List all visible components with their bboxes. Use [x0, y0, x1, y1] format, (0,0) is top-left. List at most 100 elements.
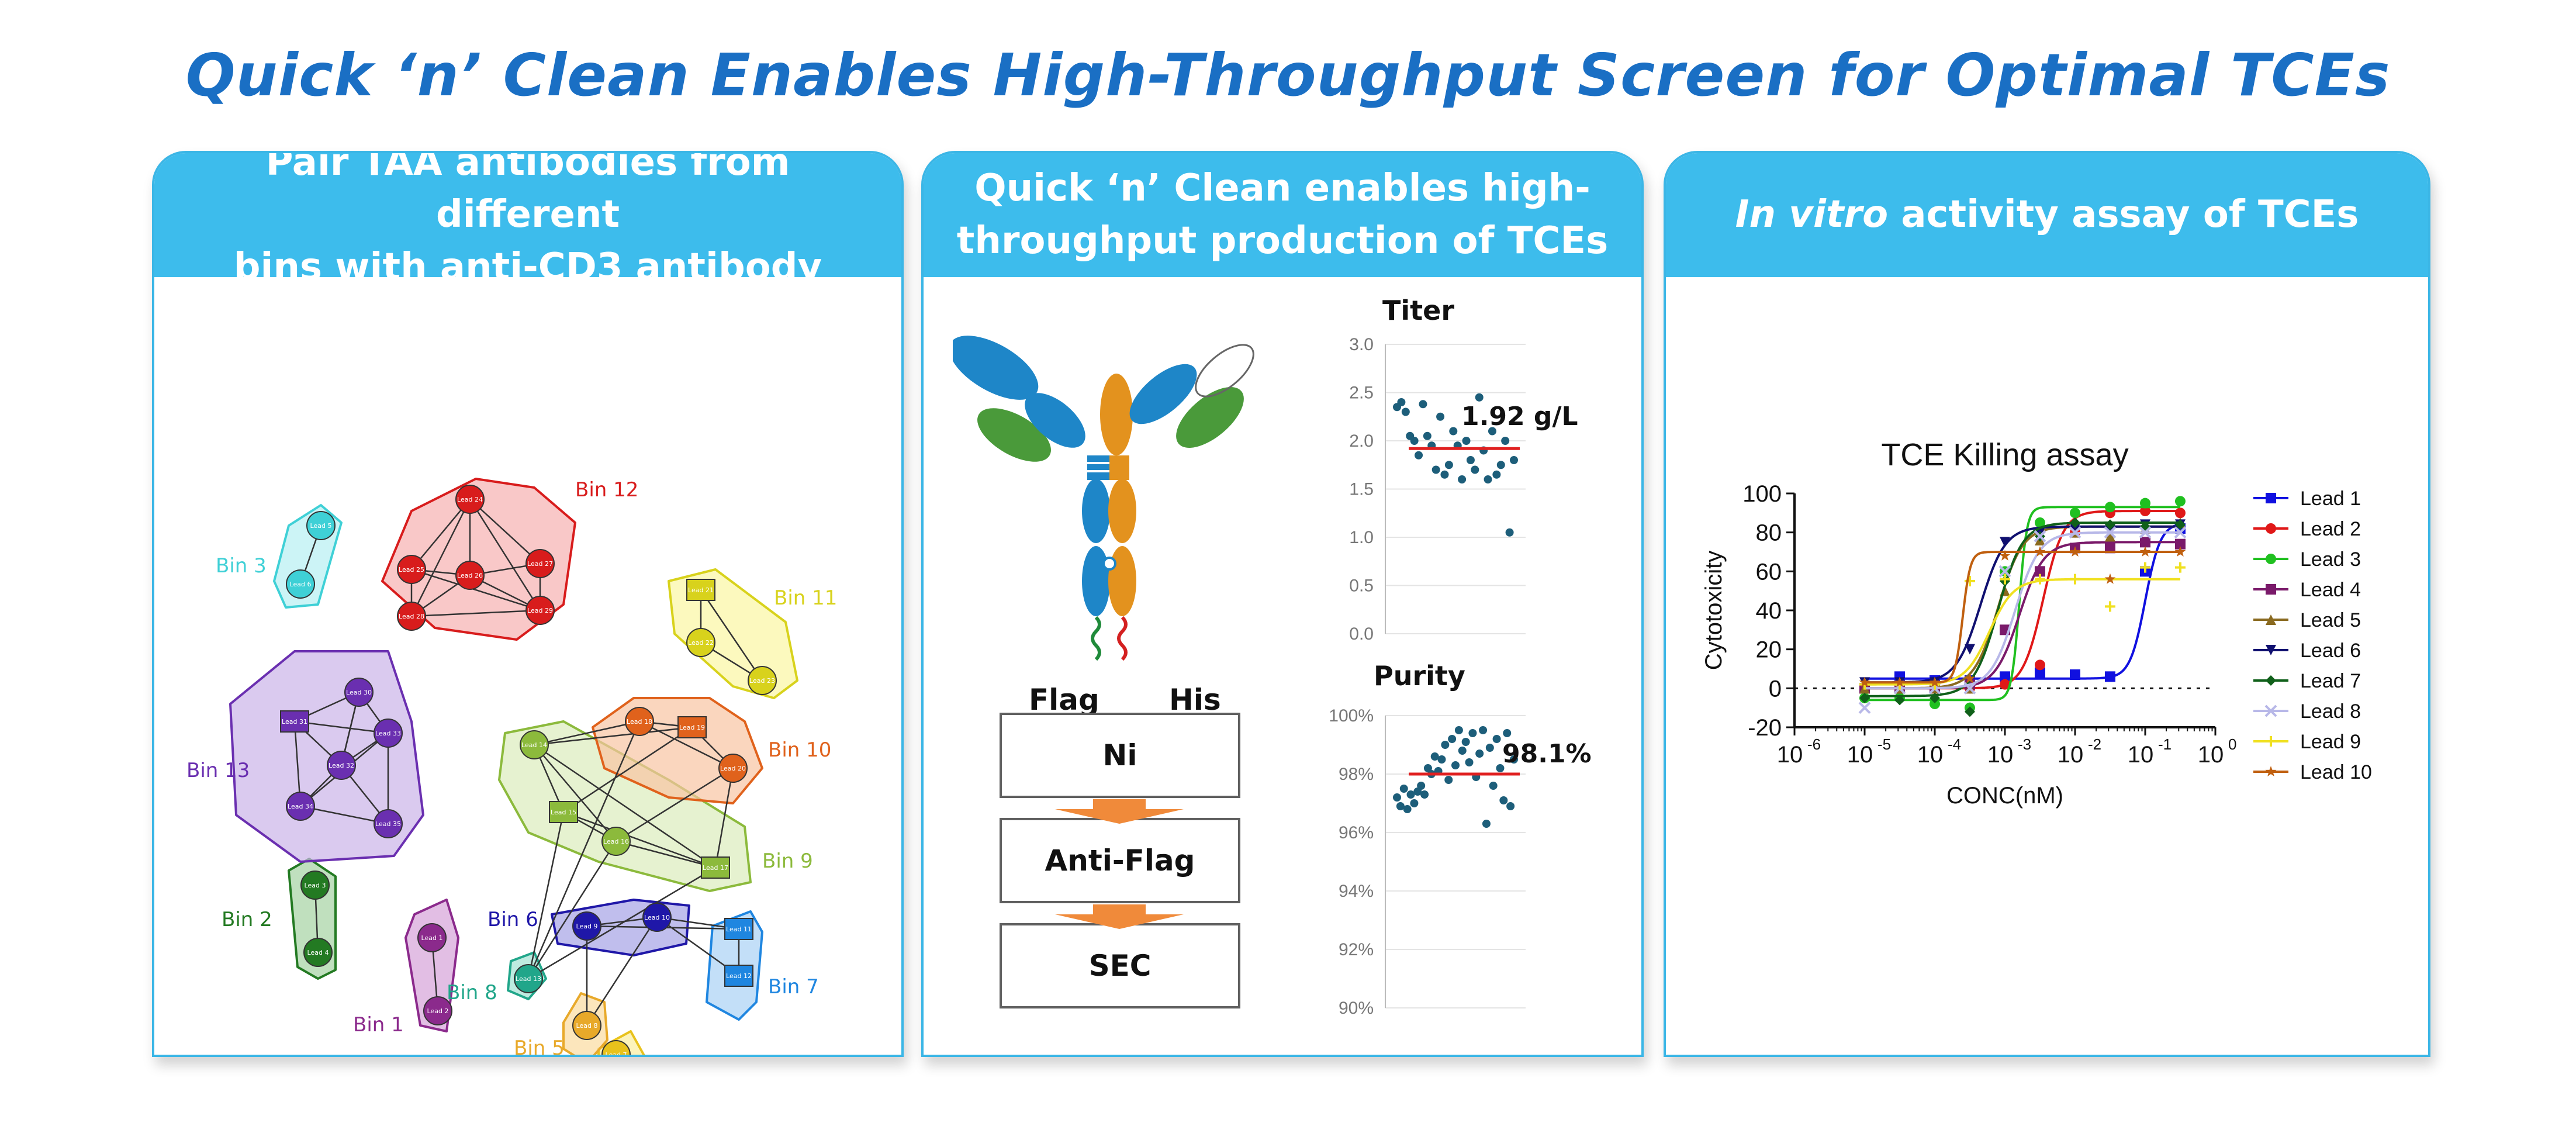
- antibody-node-tag: Lead 20: [720, 765, 746, 772]
- antibody-node-circle: [520, 730, 549, 759]
- antibody-node-circle: [286, 569, 315, 599]
- legend-item: Lead 2: [2253, 518, 2361, 540]
- antibody-node-tag: Lead 12: [726, 972, 752, 980]
- series-marker: [2034, 574, 2045, 585]
- bin-edge: [294, 720, 389, 734]
- data-point: [1462, 437, 1471, 445]
- data-point: [1397, 398, 1406, 406]
- data-point: [1482, 820, 1491, 828]
- y-tick-label: 20: [1756, 637, 1782, 663]
- series-marker: [2000, 537, 2010, 548]
- series-marker: [1964, 706, 1975, 717]
- data-point: [1432, 465, 1440, 474]
- legend-label: Lead 1: [2300, 488, 2361, 510]
- series-marker: [1859, 676, 1870, 688]
- antibody-node: Lead 35: [374, 809, 403, 838]
- legend-label: Lead 5: [2300, 609, 2361, 631]
- antibody-node-circle: [748, 666, 777, 695]
- antibody-hinge: [1109, 455, 1129, 480]
- antibody-domain: [1108, 479, 1136, 543]
- series-marker: [2266, 523, 2276, 534]
- y-tick-label: 0: [1769, 676, 1782, 702]
- bin-edge: [586, 917, 658, 1026]
- series-marker: [2034, 566, 2045, 577]
- data-point: [1423, 431, 1432, 440]
- data-point: [1417, 782, 1426, 790]
- antibody-node-circle: [455, 561, 485, 590]
- y-tick-label: 90%: [1339, 999, 1374, 1018]
- bin-region: [381, 478, 576, 641]
- antibody-node-tag: Lead 15: [551, 809, 576, 816]
- antibody-node: Lead 6: [286, 569, 315, 599]
- series-marker: [2139, 526, 2152, 539]
- mean-value-label: 98.1%: [1502, 739, 1592, 769]
- legend-label: Lead 3: [2300, 548, 2361, 571]
- bin-edge: [563, 811, 716, 869]
- antibody-node-circle: [374, 719, 403, 748]
- antibody-node-tag: Lead 5: [310, 522, 332, 530]
- data-point: [1410, 437, 1419, 445]
- antibody-node-circle: [718, 754, 748, 783]
- antibody-node: Lead 32: [327, 751, 356, 780]
- panel-header-production: Quick ‘n’ Clean enables high- throughput…: [924, 153, 1641, 277]
- antibody-hinge: [1087, 455, 1109, 480]
- bin-edge: [410, 499, 471, 617]
- legend-item: Lead 6: [2253, 640, 2361, 662]
- panel-title-italic: In vitro: [1735, 193, 1889, 237]
- data-point: [1444, 776, 1453, 784]
- x-tick-exponent: 0: [2228, 735, 2236, 753]
- antibody-node: Lead 20: [718, 754, 748, 783]
- down-arrow-icon: [1055, 799, 1184, 824]
- antibody-node-circle: [303, 938, 333, 967]
- bin-edge: [469, 499, 541, 564]
- antibody-node-square: [724, 918, 753, 940]
- y-tick-label: 94%: [1339, 882, 1374, 901]
- series-fit-curve: [1865, 510, 2180, 690]
- data-point: [1403, 805, 1412, 813]
- antibody-node: Lead 1: [417, 923, 447, 952]
- antibody-node: Lead 30: [344, 678, 374, 707]
- data-point: [1475, 749, 1484, 758]
- data-point: [1444, 461, 1453, 469]
- bin-label: Bin 3: [216, 554, 267, 578]
- antibody-node: Lead 24: [455, 485, 485, 514]
- panel-title-production: Quick ‘n’ Clean enables high- throughput…: [956, 167, 1609, 262]
- panel-body-production: Flag His Ni Anti-Flag SEC Titer 3.0 2.5 2.…: [924, 277, 1641, 1055]
- data-point: [1420, 790, 1429, 799]
- series-marker: [1858, 702, 1871, 714]
- x-tick-label: 10: [1917, 742, 1944, 768]
- bin-edge: [700, 589, 763, 681]
- y-tick-label: 96%: [1339, 823, 1374, 842]
- series-marker: [2174, 562, 2186, 573]
- y-tick-label: 2.0: [1349, 431, 1374, 451]
- chart-title: TCE Killing assay: [1881, 437, 2128, 472]
- panel-production: Quick ‘n’ Clean enables high- throughput…: [921, 151, 1644, 1057]
- data-point: [1437, 755, 1446, 764]
- bin-edge: [469, 499, 541, 611]
- panel-bin-pairing: Pair TAA antibodies from different bins …: [152, 151, 904, 1057]
- legend-label: Lead 9: [2300, 731, 2361, 753]
- series-marker: [1894, 676, 1906, 688]
- antibody-node-circle: [306, 511, 336, 540]
- panel-title-rest: activity assay of TCEs: [1888, 193, 2359, 237]
- data-point: [1396, 802, 1405, 810]
- y-axis-label: Cytotoxicity: [1701, 551, 1727, 671]
- series-fit-curve: [1865, 531, 2180, 690]
- antibody-node-tag: Lead 30: [346, 689, 372, 696]
- series-marker: [2104, 519, 2115, 530]
- antibody-node-circle: [397, 602, 426, 631]
- data-point: [1465, 758, 1474, 766]
- data-point: [1484, 475, 1492, 483]
- series-marker: [2140, 562, 2150, 573]
- data-point: [1399, 785, 1408, 793]
- data-point: [1449, 427, 1458, 436]
- antibody-knob: [1102, 557, 1116, 571]
- series-marker: [2174, 546, 2186, 557]
- antibody-node-tag: Lead 24: [457, 496, 483, 503]
- data-point: [1410, 799, 1419, 807]
- legend-label: Lead 7: [2300, 670, 2361, 692]
- antibody-node-circle: [374, 809, 403, 838]
- legend-item: Lead 5: [2253, 609, 2361, 631]
- antibody-node: Lead 8: [572, 1011, 601, 1040]
- antibody-node: Lead 12: [724, 965, 753, 987]
